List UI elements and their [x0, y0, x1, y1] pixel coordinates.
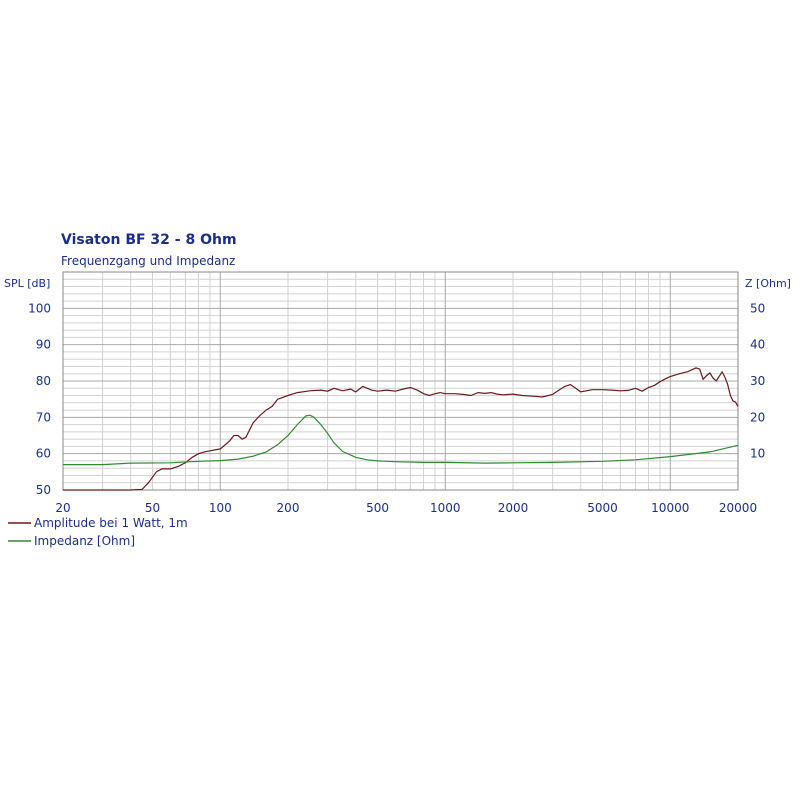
legend-label: Amplitude bei 1 Watt, 1m: [34, 516, 188, 530]
y-right-tick-label: 50: [750, 301, 765, 315]
legend-label: Impedanz [Ohm]: [34, 534, 135, 548]
axis-labels: SPL [dB] Z [Ohm]: [4, 277, 791, 290]
y-right-axis-label: Z [Ohm]: [745, 277, 791, 290]
series-line-impedance: [63, 414, 739, 466]
chart-title: Visaton BF 32 - 8 Ohm: [61, 232, 237, 248]
chart-subtitle: Frequenzgang und Impedanz: [61, 254, 236, 268]
y-left-tick-label: 80: [36, 374, 51, 388]
legend: Amplitude bei 1 Watt, 1m Impedanz [Ohm]: [8, 516, 188, 548]
y-left-tick-label: 90: [36, 338, 51, 352]
x-tick-label: 200: [277, 501, 300, 515]
x-tick-label: 1000: [430, 501, 461, 515]
series-layer: [63, 367, 739, 491]
plot-frame: [62, 271, 739, 491]
x-tick-label: 20: [55, 501, 70, 515]
y-left-tick-label: 100: [28, 301, 51, 315]
y-left-tick-label: 50: [36, 483, 51, 497]
y-left-tick-label: 60: [36, 447, 51, 461]
y-right-tick-label: 40: [750, 338, 765, 352]
grid-major: [63, 271, 738, 491]
y-left-ticks: 50 60 70 80 90 100: [28, 301, 51, 497]
x-tick-label: 2000: [498, 501, 529, 515]
y-right-ticks: 10 20 30 40 50: [750, 301, 765, 460]
x-tick-label: 100: [209, 501, 232, 515]
x-tick-label: 5000: [587, 501, 618, 515]
x-tick-label: 500: [366, 501, 389, 515]
y-left-tick-label: 70: [36, 410, 51, 424]
x-tick-label: 50: [145, 501, 160, 515]
y-left-axis-label: SPL [dB]: [4, 277, 50, 290]
y-right-tick-label: 10: [750, 447, 765, 461]
x-tick-label: 20000: [719, 501, 757, 515]
series-line-amplitude: [63, 367, 739, 491]
y-right-tick-label: 20: [750, 410, 765, 424]
x-tick-label: 10000: [651, 501, 689, 515]
y-right-tick-label: 30: [750, 374, 765, 388]
x-ticks: 20 50 100 200 500 1000 2000 5000 10000 20000: [55, 501, 757, 515]
